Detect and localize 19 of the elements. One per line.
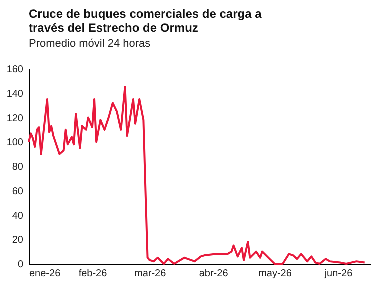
y-tick-label: 40 xyxy=(12,210,24,222)
x-tick-label: jun-26 xyxy=(324,268,354,280)
y-tick-label: 80 xyxy=(12,162,24,173)
text: Cruce de buques comerciales de carga a xyxy=(29,7,262,21)
y-tick-label: 60 xyxy=(12,186,24,198)
x-tick-label: ene-26 xyxy=(30,268,62,280)
x-tick-label: may-26 xyxy=(258,268,292,280)
y-tick-label: 140 xyxy=(6,88,24,100)
y-tick-label: 0 xyxy=(18,260,24,270)
line-series xyxy=(28,86,366,265)
y-tick-label: 120 xyxy=(6,113,24,124)
y-tick-label: 100 xyxy=(6,138,24,149)
y-tick-label: 160 xyxy=(6,64,24,76)
text: través del Estrecho de Ormuz xyxy=(29,21,198,35)
chart-subtitle: Promedio móvil 24 horas xyxy=(29,38,152,50)
x-tick-label: mar-26 xyxy=(134,268,167,280)
y-tick-label: 20 xyxy=(12,235,24,246)
x-tick-label: feb-26 xyxy=(78,268,108,280)
x-tick-label: abr-26 xyxy=(199,268,229,280)
